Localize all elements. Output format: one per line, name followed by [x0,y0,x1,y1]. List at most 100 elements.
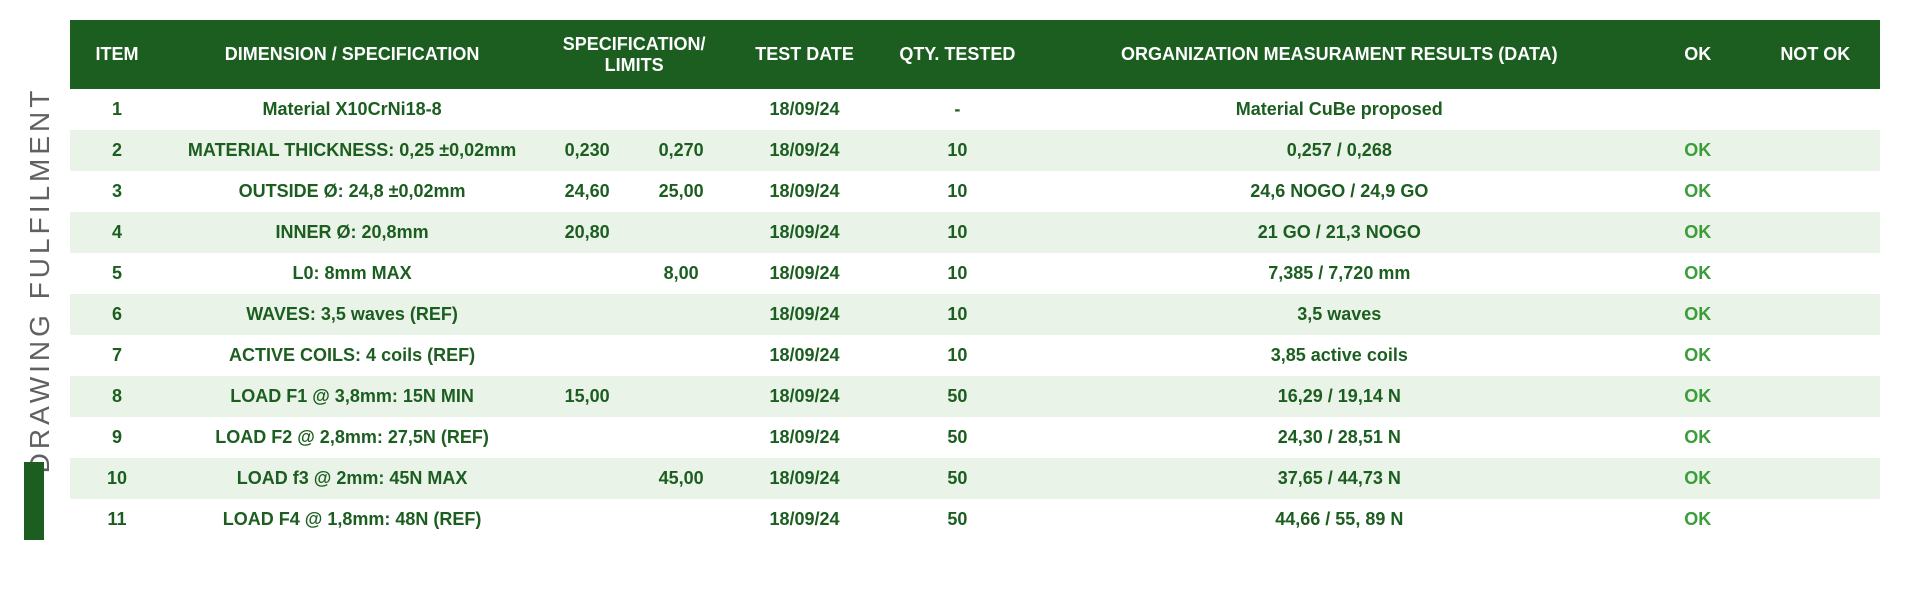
cell-qty: 10 [881,171,1034,212]
cell-qty: 50 [881,499,1034,540]
table-row: 4INNER Ø: 20,8mm20,8018/09/241021 GO / 2… [70,212,1880,253]
cell-not-ok [1751,499,1880,540]
cell-spec-high [634,417,728,458]
table-body: 1Material X10CrNi18-818/09/24-Material C… [70,89,1880,540]
cell-date: 18/09/24 [728,212,881,253]
table-row: 1Material X10CrNi18-818/09/24-Material C… [70,89,1880,130]
cell-qty: 10 [881,253,1034,294]
table-row: 11LOAD F4 @ 1,8mm: 48N (REF) 18/09/245044… [70,499,1880,540]
table-row: 7ACTIVE COILS: 4 coils (REF) 18/09/24103,… [70,335,1880,376]
cell-not-ok [1751,130,1880,171]
cell-dimension: L0: 8mm MAX [164,253,540,294]
cell-spec-high [634,335,728,376]
cell-item: 8 [70,376,164,417]
cell-spec-low [540,458,634,499]
cell-ok: OK [1645,335,1751,376]
cell-qty: 10 [881,212,1034,253]
cell-not-ok [1751,376,1880,417]
col-spec-limits: SPECIFICATION/ LIMITS [540,20,728,89]
cell-qty: 10 [881,335,1034,376]
cell-not-ok [1751,212,1880,253]
cell-dimension: ACTIVE COILS: 4 coils (REF) [164,335,540,376]
cell-spec-high: 8,00 [634,253,728,294]
side-rail: DRAWING FULFILMENT [10,20,70,540]
cell-dimension: MATERIAL THICKNESS: 0,25 ±0,02mm [164,130,540,171]
side-label: DRAWING FULFILMENT [24,87,56,474]
cell-date: 18/09/24 [728,376,881,417]
cell-item: 5 [70,253,164,294]
table-row: 6WAVES: 3,5 waves (REF)18/09/24103,5 wav… [70,294,1880,335]
col-dimension: DIMENSION / SPECIFICATION [164,20,540,89]
cell-not-ok [1751,294,1880,335]
cell-dimension: LOAD F4 @ 1,8mm: 48N (REF) [164,499,540,540]
page: DRAWING FULFILMENT ITEM DIMENSION / SPEC… [0,0,1920,560]
table-row: 2MATERIAL THICKNESS: 0,25 ±0,02mm0,2300,… [70,130,1880,171]
cell-ok: OK [1645,130,1751,171]
cell-spec-low [540,335,634,376]
cell-date: 18/09/24 [728,458,881,499]
cell-result: 24,30 / 28,51 N [1034,417,1645,458]
cell-spec-high: 0,270 [634,130,728,171]
cell-spec-low: 20,80 [540,212,634,253]
col-ok: OK [1645,20,1751,89]
cell-not-ok [1751,335,1880,376]
cell-item: 7 [70,335,164,376]
cell-spec-high [634,89,728,130]
cell-date: 18/09/24 [728,171,881,212]
cell-result: 0,257 / 0,268 [1034,130,1645,171]
table-head: ITEM DIMENSION / SPECIFICATION SPECIFICA… [70,20,1880,89]
cell-result: 3,85 active coils [1034,335,1645,376]
cell-ok: OK [1645,499,1751,540]
cell-dimension: LOAD f3 @ 2mm: 45N MAX [164,458,540,499]
cell-result: 37,65 / 44,73 N [1034,458,1645,499]
cell-date: 18/09/24 [728,253,881,294]
cell-date: 18/09/24 [728,417,881,458]
cell-item: 10 [70,458,164,499]
cell-date: 18/09/24 [728,89,881,130]
cell-ok: OK [1645,212,1751,253]
cell-dimension: LOAD F1 @ 3,8mm: 15N MIN [164,376,540,417]
cell-ok: OK [1645,458,1751,499]
col-qty: QTY. TESTED [881,20,1034,89]
cell-ok: OK [1645,171,1751,212]
cell-result: 44,66 / 55, 89 N [1034,499,1645,540]
cell-ok: OK [1645,417,1751,458]
cell-ok: OK [1645,253,1751,294]
cell-not-ok [1751,171,1880,212]
cell-spec-high: 25,00 [634,171,728,212]
col-results: ORGANIZATION MEASURAMENT RESULTS (DATA) [1034,20,1645,89]
cell-dimension: LOAD F2 @ 2,8mm: 27,5N (REF) [164,417,540,458]
cell-ok: OK [1645,376,1751,417]
col-item: ITEM [70,20,164,89]
table-row: 8LOAD F1 @ 3,8mm: 15N MIN15,00 18/09/2450… [70,376,1880,417]
cell-spec-high [634,376,728,417]
cell-not-ok [1751,417,1880,458]
cell-spec-high [634,212,728,253]
cell-item: 2 [70,130,164,171]
table-wrap: ITEM DIMENSION / SPECIFICATION SPECIFICA… [70,20,1880,540]
cell-qty: 10 [881,130,1034,171]
cell-dimension: Material X10CrNi18-8 [164,89,540,130]
cell-qty: 50 [881,376,1034,417]
cell-not-ok [1751,458,1880,499]
cell-date: 18/09/24 [728,294,881,335]
cell-result: Material CuBe proposed [1034,89,1645,130]
cell-spec-low: 24,60 [540,171,634,212]
table-row: 10LOAD f3 @ 2mm: 45N MAX45,0018/09/24503… [70,458,1880,499]
cell-item: 4 [70,212,164,253]
cell-not-ok [1751,253,1880,294]
cell-qty: 10 [881,294,1034,335]
cell-date: 18/09/24 [728,499,881,540]
cell-spec-low: 15,00 [540,376,634,417]
col-not-ok: NOT OK [1751,20,1880,89]
cell-not-ok [1751,89,1880,130]
cell-date: 18/09/24 [728,335,881,376]
cell-spec-low [540,499,634,540]
cell-qty: - [881,89,1034,130]
table-row: 9LOAD F2 @ 2,8mm: 27,5N (REF)18/09/24502… [70,417,1880,458]
cell-ok [1645,89,1751,130]
cell-item: 11 [70,499,164,540]
cell-spec-low [540,294,634,335]
side-accent-bar [24,462,44,540]
cell-item: 6 [70,294,164,335]
